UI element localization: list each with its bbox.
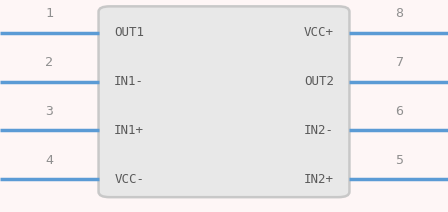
Text: VCC-: VCC- [114,173,144,186]
Text: OUT2: OUT2 [304,75,334,88]
Text: 8: 8 [395,7,403,20]
Text: 7: 7 [395,56,403,69]
Text: 2: 2 [45,56,53,69]
FancyBboxPatch shape [99,6,349,197]
Text: VCC+: VCC+ [304,26,334,39]
Text: IN2+: IN2+ [304,173,334,186]
Text: IN1+: IN1+ [114,124,144,137]
Text: IN2-: IN2- [304,124,334,137]
Text: OUT1: OUT1 [114,26,144,39]
Text: 3: 3 [45,105,53,118]
Text: 5: 5 [395,153,403,167]
Text: 1: 1 [45,7,53,20]
Text: 6: 6 [395,105,403,118]
Text: IN1-: IN1- [114,75,144,88]
Text: 4: 4 [45,153,53,167]
